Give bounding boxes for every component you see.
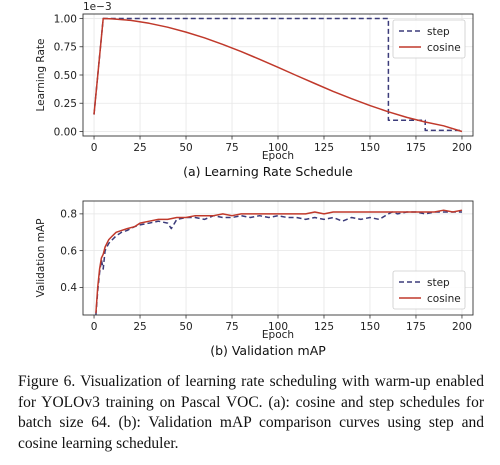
series-line-cosine — [93, 17, 463, 133]
series-line-cosine — [95, 209, 463, 314]
x-tick-label: 175 — [406, 142, 426, 154]
y-tick-label: 0.25 — [54, 98, 77, 110]
legend-label-step: step — [427, 277, 450, 289]
x-axis-label: Epoch — [262, 150, 294, 162]
chart-subtitle: (b) Validation mAP — [210, 343, 326, 358]
chart-validation-map: 0 25 50 75 100 125 150 175 200 0.4 0.6 0.8 Epoch Vali… — [35, 200, 474, 358]
y-tick-label: 0.00 — [54, 126, 77, 138]
x-tick-label: 125 — [314, 142, 334, 154]
x-tick-label: 125 — [314, 321, 334, 333]
x-tick-label: 200 — [452, 142, 472, 154]
y-tick-label: 0.6 — [60, 245, 77, 257]
axis-offset-label: 1e−3 — [83, 1, 112, 13]
legend-label-step: step — [427, 26, 450, 38]
legend-box — [392, 19, 466, 59]
y-tick-label: 0.50 — [54, 70, 77, 82]
legend-label-cosine: cosine — [427, 42, 461, 54]
legend-box — [392, 270, 466, 310]
chart-learning-rate: 0 25 50 75 100 125 150 175 200 0.00 0.25 0.50 0.75 1.… — [35, 1, 474, 179]
x-tick-label: 175 — [406, 321, 426, 333]
x-tick-label: 0 — [91, 321, 98, 333]
y-tick-label: 0.4 — [60, 282, 77, 294]
x-tick-label: 50 — [179, 321, 192, 333]
x-tick-label: 200 — [452, 321, 472, 333]
legend-label-cosine: cosine — [427, 293, 461, 305]
figure-canvas: 0 25 50 75 100 125 150 175 200 0.00 0.25 0.50 0.75 1.… — [35, 1, 474, 358]
x-tick-label: 25 — [133, 142, 146, 154]
x-axis-label: Epoch — [262, 329, 294, 341]
x-tick-label: 100 — [268, 321, 288, 333]
y-tick-label: 1.00 — [54, 13, 77, 25]
legend: step cosine — [392, 19, 466, 59]
x-tick-label: 0 — [91, 142, 98, 154]
x-tick-label: 50 — [179, 142, 192, 154]
x-tick-label: 25 — [133, 321, 146, 333]
x-tick-label: 150 — [360, 142, 380, 154]
x-tick-label: 100 — [268, 142, 288, 154]
y-axis-label: Learning Rate — [35, 39, 47, 112]
y-tick-label: 0.8 — [60, 209, 77, 221]
figure-caption: Figure 6. Visualization of learning rate… — [18, 373, 484, 452]
x-tick-label: 150 — [360, 321, 380, 333]
y-tick-label: 0.75 — [54, 42, 77, 54]
x-tick-label: 75 — [225, 142, 238, 154]
x-tick-label: 75 — [225, 321, 238, 333]
y-axis-label: Validation mAP — [35, 219, 47, 298]
chart-subtitle: (a) Learning Rate Schedule — [183, 164, 353, 179]
legend: step cosine — [392, 270, 466, 310]
